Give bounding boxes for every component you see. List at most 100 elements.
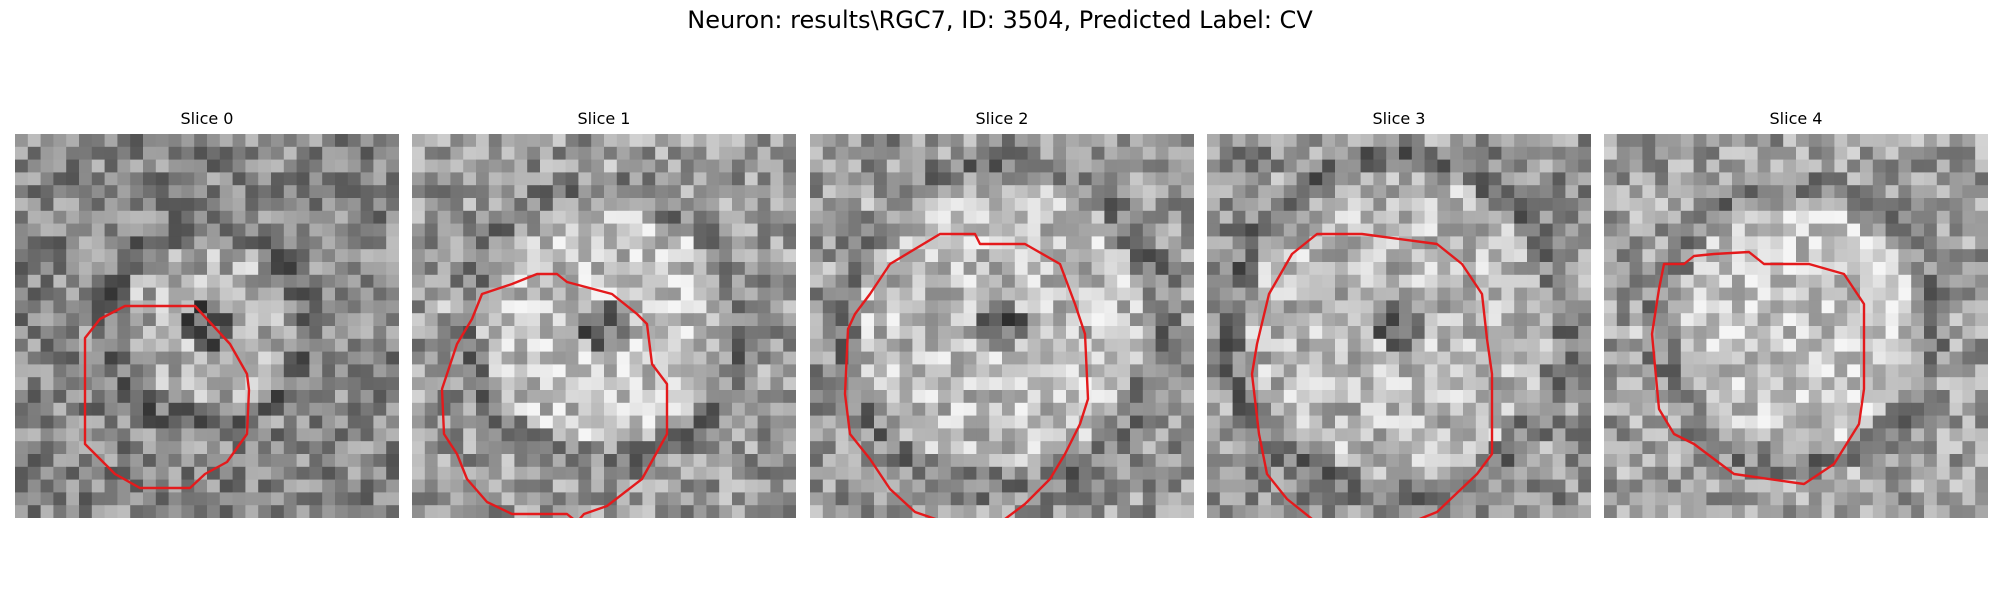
- pixel: [1078, 172, 1092, 186]
- pixel: [143, 377, 157, 391]
- pixel: [1975, 390, 1988, 404]
- pixel: [629, 287, 643, 301]
- pixel: [1078, 300, 1092, 314]
- pixel: [1450, 377, 1464, 391]
- pixel: [514, 364, 528, 378]
- pixel: [1911, 198, 1925, 212]
- pixel: [1296, 454, 1310, 468]
- pixel: [1488, 249, 1502, 263]
- pixel: [1629, 364, 1643, 378]
- pixel: [1808, 159, 1822, 173]
- pixel: [412, 274, 426, 288]
- pixel: [706, 249, 720, 263]
- pixel: [1872, 338, 1886, 352]
- pixel: [1078, 492, 1092, 506]
- pixel: [1565, 185, 1579, 199]
- pixel: [1796, 377, 1810, 391]
- pixel: [732, 415, 746, 429]
- pixel: [1347, 402, 1361, 416]
- pixel: [1501, 146, 1515, 160]
- pixel: [1027, 364, 1041, 378]
- pixel: [1347, 159, 1361, 173]
- pixel: [1014, 479, 1028, 493]
- pixel: [322, 236, 336, 250]
- pixel: [181, 415, 195, 429]
- pixel: [424, 223, 438, 237]
- pixel: [1719, 492, 1733, 506]
- pixel: [1040, 287, 1054, 301]
- pixel: [1501, 198, 1515, 212]
- pixel: [1642, 428, 1656, 442]
- pixel: [1834, 185, 1848, 199]
- pixel: [1053, 223, 1067, 237]
- pixel: [66, 402, 80, 416]
- pixel: [1975, 428, 1988, 442]
- pixel: [527, 428, 541, 442]
- pixel: [450, 223, 464, 237]
- pixel: [938, 287, 952, 301]
- pixel: [693, 146, 707, 160]
- pixel: [1783, 223, 1797, 237]
- pixel: [450, 274, 464, 288]
- pixel: [360, 172, 374, 186]
- pixel: [1488, 313, 1502, 327]
- pixel: [1258, 249, 1272, 263]
- pixel: [1130, 236, 1144, 250]
- pixel: [412, 377, 426, 391]
- pixel: [1411, 159, 1425, 173]
- pixel: [335, 377, 349, 391]
- pixel: [1091, 185, 1105, 199]
- pixel: [1168, 313, 1182, 327]
- pixel: [1642, 441, 1656, 455]
- pixel: [79, 300, 93, 314]
- pixel: [1629, 479, 1643, 493]
- pixel: [719, 262, 733, 276]
- pixel: [168, 262, 182, 276]
- pixel: [1501, 441, 1515, 455]
- pixel: [476, 159, 490, 173]
- pixel: [1091, 249, 1105, 263]
- pixel: [53, 351, 67, 365]
- pixel: [1885, 364, 1899, 378]
- pixel: [1399, 172, 1413, 186]
- pixel: [938, 479, 952, 493]
- pixel: [1757, 505, 1771, 518]
- pixel: [1168, 466, 1182, 480]
- pixel: [950, 402, 964, 416]
- pixel: [874, 223, 888, 237]
- pixel: [1552, 134, 1566, 148]
- pixel: [271, 287, 285, 301]
- pixel: [591, 441, 605, 455]
- pixel: [1322, 236, 1336, 250]
- pixel: [693, 351, 707, 365]
- pixel: [155, 274, 169, 288]
- pixel: [1437, 377, 1451, 391]
- pixel: [40, 210, 54, 224]
- pixel: [1450, 300, 1464, 314]
- pixel: [1296, 428, 1310, 442]
- pixel: [1091, 377, 1105, 391]
- pixel: [1232, 351, 1246, 365]
- pixel: [194, 159, 208, 173]
- pixel: [1181, 338, 1194, 352]
- pixel: [810, 262, 824, 276]
- pixel: [1539, 198, 1553, 212]
- pixel: [347, 262, 361, 276]
- pixel: [757, 505, 771, 518]
- pixel: [1475, 415, 1489, 429]
- pixel: [360, 364, 374, 378]
- pixel: [219, 415, 233, 429]
- pixel: [117, 492, 131, 506]
- pixel: [1744, 236, 1758, 250]
- pixel: [1411, 313, 1425, 327]
- pixel: [117, 249, 131, 263]
- pixel: [143, 313, 157, 327]
- pixel: [1629, 223, 1643, 237]
- pixel: [360, 402, 374, 416]
- pixel: [1283, 274, 1297, 288]
- pixel: [655, 185, 669, 199]
- pixel: [1872, 313, 1886, 327]
- pixel: [1207, 236, 1221, 250]
- pixel: [1885, 428, 1899, 442]
- pixel: [1450, 505, 1464, 518]
